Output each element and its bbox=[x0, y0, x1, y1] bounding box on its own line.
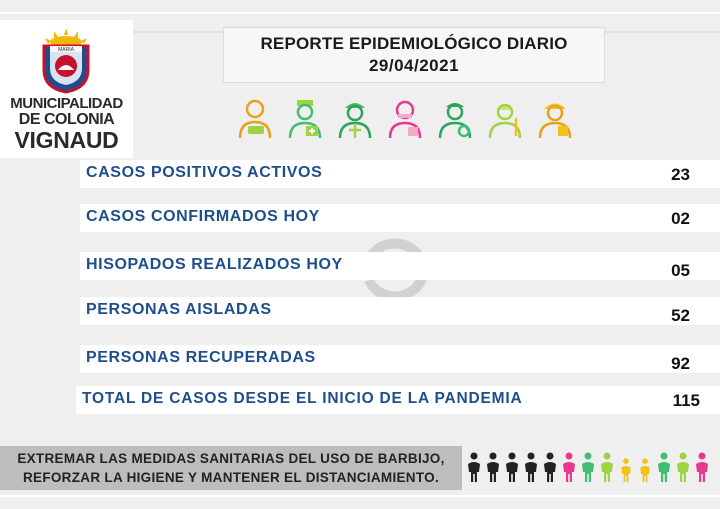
coat-of-arms-icon: MARIA bbox=[42, 28, 90, 94]
person-icon bbox=[525, 452, 537, 482]
banner-line-2: REFORZAR LA HIGIENE Y MANTENER EL DISTAN… bbox=[22, 470, 440, 485]
person-icon bbox=[696, 452, 708, 482]
builder-icon bbox=[338, 103, 372, 139]
caregiver-icon bbox=[388, 100, 422, 139]
svg-text:MARIA: MARIA bbox=[58, 47, 75, 53]
person-icon bbox=[677, 452, 689, 482]
stat-label: TOTAL DE CASOS DESDE EL INICIO DE LA PAN… bbox=[82, 390, 523, 407]
banner-line-1: EXTREMAR LAS MEDIDAS SANITARIAS DEL USO … bbox=[17, 451, 445, 466]
person-icon bbox=[506, 452, 518, 482]
stat-label: HISOPADOS REALIZADOS HOY bbox=[86, 256, 343, 273]
stat-row-casos-activos: CASOS POSITIVOS ACTIVOS 23 bbox=[80, 160, 720, 188]
report-date: 29/04/2021 bbox=[368, 56, 460, 75]
stat-label: CASOS CONFIRMADOS HOY bbox=[86, 208, 320, 225]
firefighter-icon bbox=[538, 103, 572, 139]
bottom-rule bbox=[0, 495, 720, 497]
stat-row-hisopados: HISOPADOS REALIZADOS HOY 05 bbox=[80, 252, 720, 280]
stat-value: 92 bbox=[671, 354, 690, 373]
municipality-logo: MARIA MUNICIPALIDAD DE COLONIA VIGNAUD bbox=[0, 20, 133, 158]
stat-row-total-casos: TOTAL DE CASOS DESDE EL INICIO DE LA PAN… bbox=[76, 386, 720, 414]
teacher-icon bbox=[488, 103, 522, 139]
delivery-worker-icon bbox=[438, 103, 472, 139]
person-icon bbox=[544, 452, 556, 482]
stat-row-recuperadas: PERSONAS RECUPERADAS 92 bbox=[80, 345, 720, 373]
stat-label: PERSONAS AISLADAS bbox=[86, 301, 272, 318]
stat-label: PERSONAS RECUPERADAS bbox=[86, 349, 316, 366]
people-row bbox=[468, 452, 708, 482]
report-title: REPORTE EPIDEMIOLÓGICO DIARIO bbox=[260, 34, 568, 53]
stat-value: 115 bbox=[672, 391, 700, 410]
stat-value: 05 bbox=[671, 261, 690, 280]
person-icon bbox=[487, 452, 499, 482]
logo-line-de-colonia: DE COLONIA bbox=[18, 111, 115, 128]
nurse-icon bbox=[288, 100, 322, 139]
prevention-banner: EXTREMAR LAS MEDIDAS SANITARIAS DEL USO … bbox=[0, 446, 462, 490]
logo-text: MUNICIPALIDAD DE COLONIA VIGNAUD bbox=[0, 96, 133, 152]
stat-row-aisladas: PERSONAS AISLADAS 52 bbox=[80, 297, 720, 325]
top-rule bbox=[0, 12, 720, 14]
person-icon bbox=[658, 452, 670, 482]
report-header: REPORTE EPIDEMIOLÓGICO DIARIO 29/04/2021 bbox=[223, 27, 605, 83]
food-worker-icon bbox=[238, 99, 272, 139]
stat-value: 52 bbox=[671, 306, 690, 325]
person-icon bbox=[582, 452, 594, 482]
logo-line-vignaud: VIGNAUD bbox=[14, 127, 119, 153]
person-icon bbox=[563, 452, 575, 482]
stat-row-casos-confirmados: CASOS CONFIRMADOS HOY 02 bbox=[80, 204, 720, 232]
person-icon bbox=[621, 458, 631, 482]
workers-icon-row bbox=[236, 98, 574, 142]
logo-line-municipalidad: MUNICIPALIDAD bbox=[10, 95, 123, 112]
person-icon bbox=[640, 458, 650, 482]
stat-label: CASOS POSITIVOS ACTIVOS bbox=[86, 164, 323, 181]
stat-value: 23 bbox=[671, 165, 690, 184]
stat-value: 02 bbox=[671, 209, 690, 228]
person-icon bbox=[601, 452, 613, 482]
person-icon bbox=[468, 452, 480, 482]
